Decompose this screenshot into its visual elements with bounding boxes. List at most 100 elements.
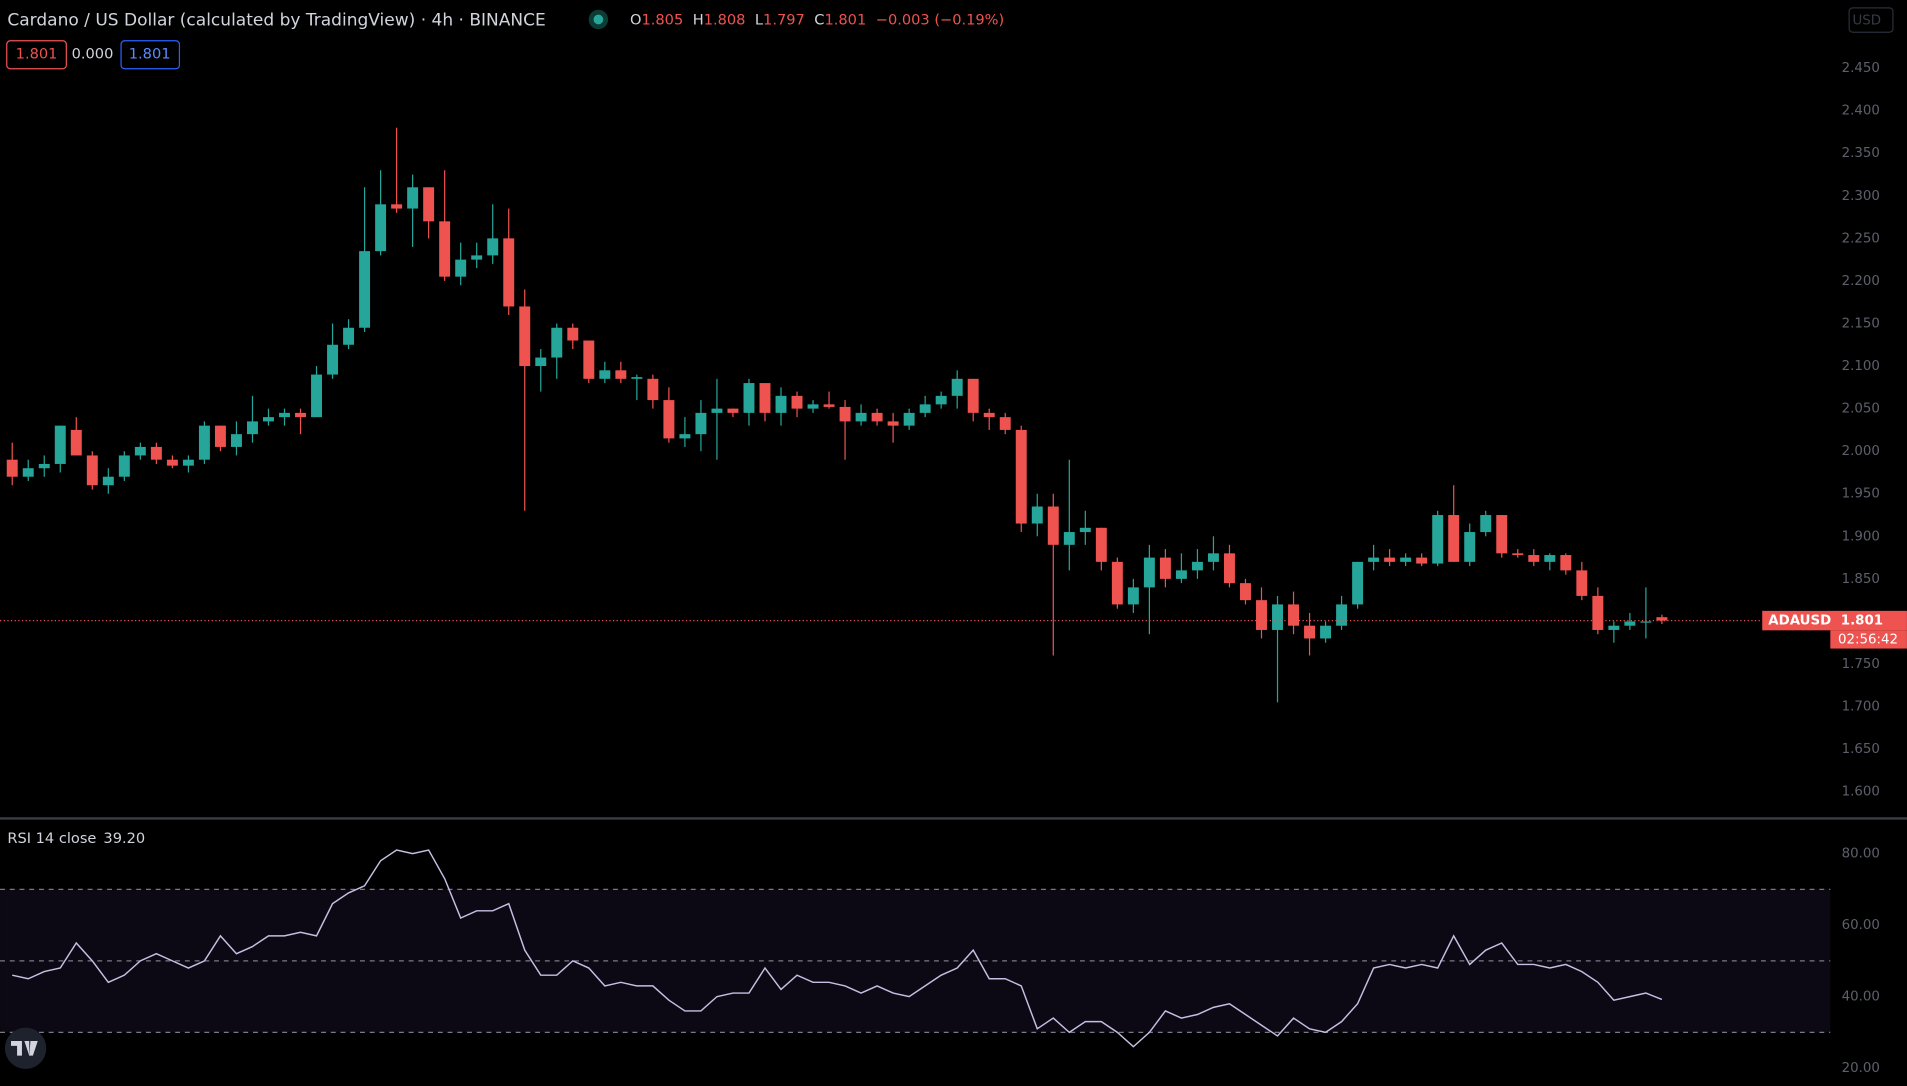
candle-body xyxy=(967,378,979,413)
badge[interactable] xyxy=(6,40,67,70)
candle-body xyxy=(471,255,483,260)
candle-body xyxy=(1464,532,1476,562)
price-tag-symbol: ADAUSD xyxy=(1768,614,1831,629)
candle-body xyxy=(1608,625,1620,630)
y-tick-label: 20.00 xyxy=(1842,1061,1880,1076)
y-tick-label: 2.000 xyxy=(1842,444,1880,459)
currency-text: USD xyxy=(1853,14,1882,29)
candle-body xyxy=(935,395,947,405)
badge-text: 1.801 xyxy=(16,46,58,63)
candle-body xyxy=(1304,625,1316,639)
candle-body xyxy=(631,377,643,379)
y-tick-label: 2.150 xyxy=(1842,316,1880,331)
symbol-title: Cardano / US Dollar (calculated by Tradi… xyxy=(7,11,545,31)
candle-body xyxy=(1095,527,1107,562)
candle-body xyxy=(1191,561,1203,571)
y-tick-label: 40.00 xyxy=(1842,990,1880,1005)
ohlc-value: 1.805 xyxy=(641,12,683,29)
candle-body xyxy=(423,187,435,222)
candle-body xyxy=(599,370,611,379)
candle-body xyxy=(1047,506,1059,545)
candle-body xyxy=(551,327,563,358)
candle-body xyxy=(230,434,242,447)
y-tick-label: 2.200 xyxy=(1842,274,1880,289)
candle-body xyxy=(6,459,18,477)
candle-body xyxy=(663,400,675,439)
badge-text: 1.801 xyxy=(129,46,171,63)
candle-body xyxy=(391,204,403,209)
badge-text: 0.000 xyxy=(72,46,114,63)
candle-body xyxy=(983,412,995,418)
candle-body xyxy=(1159,557,1171,579)
candle-body xyxy=(54,425,66,464)
rsi-title: RSI 14 close xyxy=(7,830,96,847)
candle-body xyxy=(919,404,931,413)
ohlc-key: L xyxy=(755,12,764,29)
candle-body xyxy=(903,412,915,426)
y-tick-label: 1.750 xyxy=(1842,657,1880,672)
y-tick-label: 2.100 xyxy=(1842,359,1880,374)
candle-body xyxy=(22,468,34,477)
y-tick-label: 1.950 xyxy=(1842,487,1880,502)
candle-body xyxy=(615,370,627,379)
badge[interactable] xyxy=(120,40,181,70)
ohlc-change: −0.003 (−0.19%) xyxy=(876,12,1004,29)
candle-body xyxy=(1432,515,1444,564)
candle-body xyxy=(1223,553,1235,584)
candle-body xyxy=(1079,527,1091,533)
rsi-line xyxy=(12,849,1663,1048)
ohlc-value: 1.801 xyxy=(824,12,866,29)
y-tick-label: 1.850 xyxy=(1842,572,1880,587)
candle-body xyxy=(182,459,194,466)
ohlc-value: 1.808 xyxy=(704,12,746,29)
rsi-value: 39.20 xyxy=(103,830,145,847)
candle-body xyxy=(1127,587,1139,605)
layer: 1.6001.6501.7001.7501.8001.8501.9001.950… xyxy=(0,61,1907,1076)
candle-body xyxy=(1031,506,1043,524)
candle-body xyxy=(1175,570,1187,579)
candle-body xyxy=(102,476,114,486)
y-tick-label: 1.900 xyxy=(1842,529,1880,544)
candle-body xyxy=(567,327,579,341)
candle-body xyxy=(1272,604,1283,630)
candle-body xyxy=(198,425,210,460)
y-tick-label: 80.00 xyxy=(1842,847,1880,862)
candle-body xyxy=(407,187,419,209)
candle-body xyxy=(118,455,130,477)
candle-body xyxy=(455,259,467,277)
candle-body xyxy=(86,455,98,486)
candle-body xyxy=(1576,570,1588,596)
candle-body xyxy=(1448,515,1460,562)
candle-body xyxy=(1544,555,1556,562)
candle-body xyxy=(839,406,851,422)
candle-body xyxy=(1528,555,1540,562)
candle-body xyxy=(150,446,162,460)
candle-body xyxy=(70,429,82,456)
candle-body xyxy=(263,417,274,422)
candle-body xyxy=(1656,617,1668,621)
candle-body xyxy=(503,238,515,307)
y-tick-label: 2.250 xyxy=(1842,231,1880,246)
candle-body xyxy=(855,412,867,422)
y-tick-label: 2.450 xyxy=(1842,61,1880,76)
candle-body xyxy=(535,357,547,367)
y-tick-label: 2.400 xyxy=(1842,104,1880,119)
candle-body xyxy=(647,378,659,401)
candle-body xyxy=(1143,557,1155,588)
candle-body xyxy=(887,421,899,426)
price-tag-value: 1.801 xyxy=(1841,614,1883,629)
candle-body xyxy=(439,221,451,277)
ohlc-legend: O1.805 H1.808 L1.797 C1.801 −0.003 (−0.1… xyxy=(630,12,1004,29)
candle-body xyxy=(1624,621,1636,626)
candle-body xyxy=(1496,515,1508,554)
y-tick-label: 60.00 xyxy=(1842,918,1880,933)
candle-body xyxy=(775,395,787,413)
candle-body xyxy=(695,412,707,435)
ohlc-key: H xyxy=(693,12,704,29)
currency-button[interactable] xyxy=(1848,7,1894,33)
candle-body xyxy=(1592,595,1604,630)
candle-body xyxy=(743,383,755,413)
candle-body xyxy=(1640,621,1652,623)
